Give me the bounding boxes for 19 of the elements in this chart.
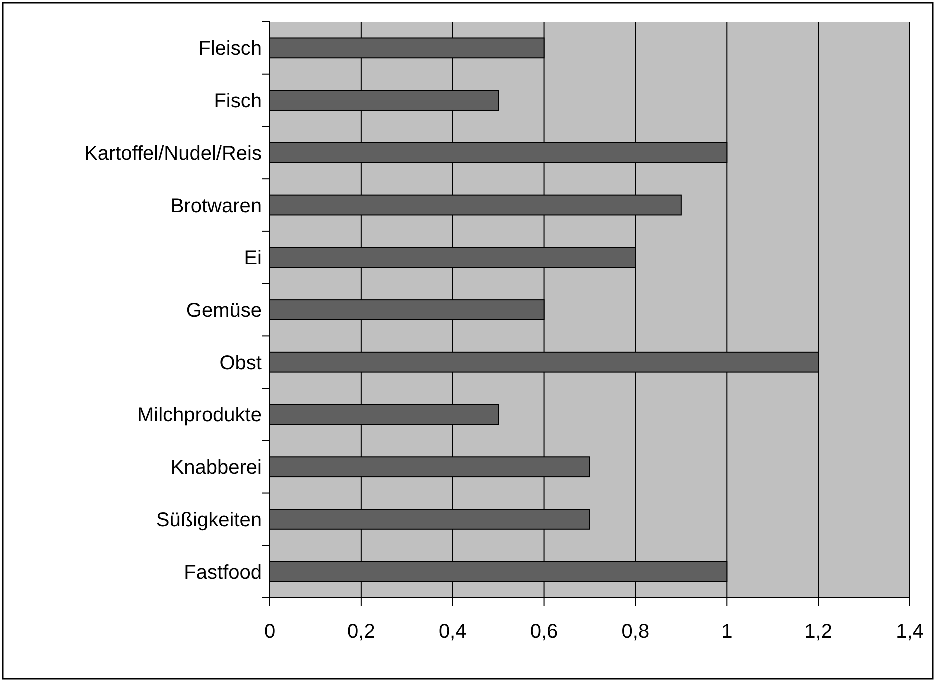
y-tick-label: Milchprodukte bbox=[137, 404, 262, 427]
y-tick-label: Fisch bbox=[214, 90, 262, 113]
y-tick-label: Ei bbox=[244, 248, 262, 270]
y-tick-label: Süßigkeiten bbox=[156, 509, 262, 532]
x-tick-label: 0,2 bbox=[348, 621, 376, 643]
y-tick-label: Knabberei bbox=[170, 457, 262, 480]
x-tick-label: 1,2 bbox=[804, 621, 832, 643]
y-tick-label: Obst bbox=[220, 352, 262, 374]
x-tick-label: 1 bbox=[722, 621, 733, 643]
x-tick-label: 1,4 bbox=[896, 621, 924, 643]
x-tick-label: 0,6 bbox=[530, 621, 558, 643]
y-tick-label: Brotwaren bbox=[170, 195, 262, 218]
y-tick-label: Fastfood bbox=[184, 562, 262, 584]
y-tick-label: Fleisch bbox=[198, 38, 262, 60]
x-tick-label: 0 bbox=[264, 621, 276, 643]
y-tick-label: Kartoffel/Nudel/Reis bbox=[84, 142, 262, 165]
x-tick-label: 0,4 bbox=[438, 621, 467, 643]
x-tick-label: 0,8 bbox=[622, 621, 650, 643]
y-tick-label: Gemüse bbox=[186, 300, 262, 322]
